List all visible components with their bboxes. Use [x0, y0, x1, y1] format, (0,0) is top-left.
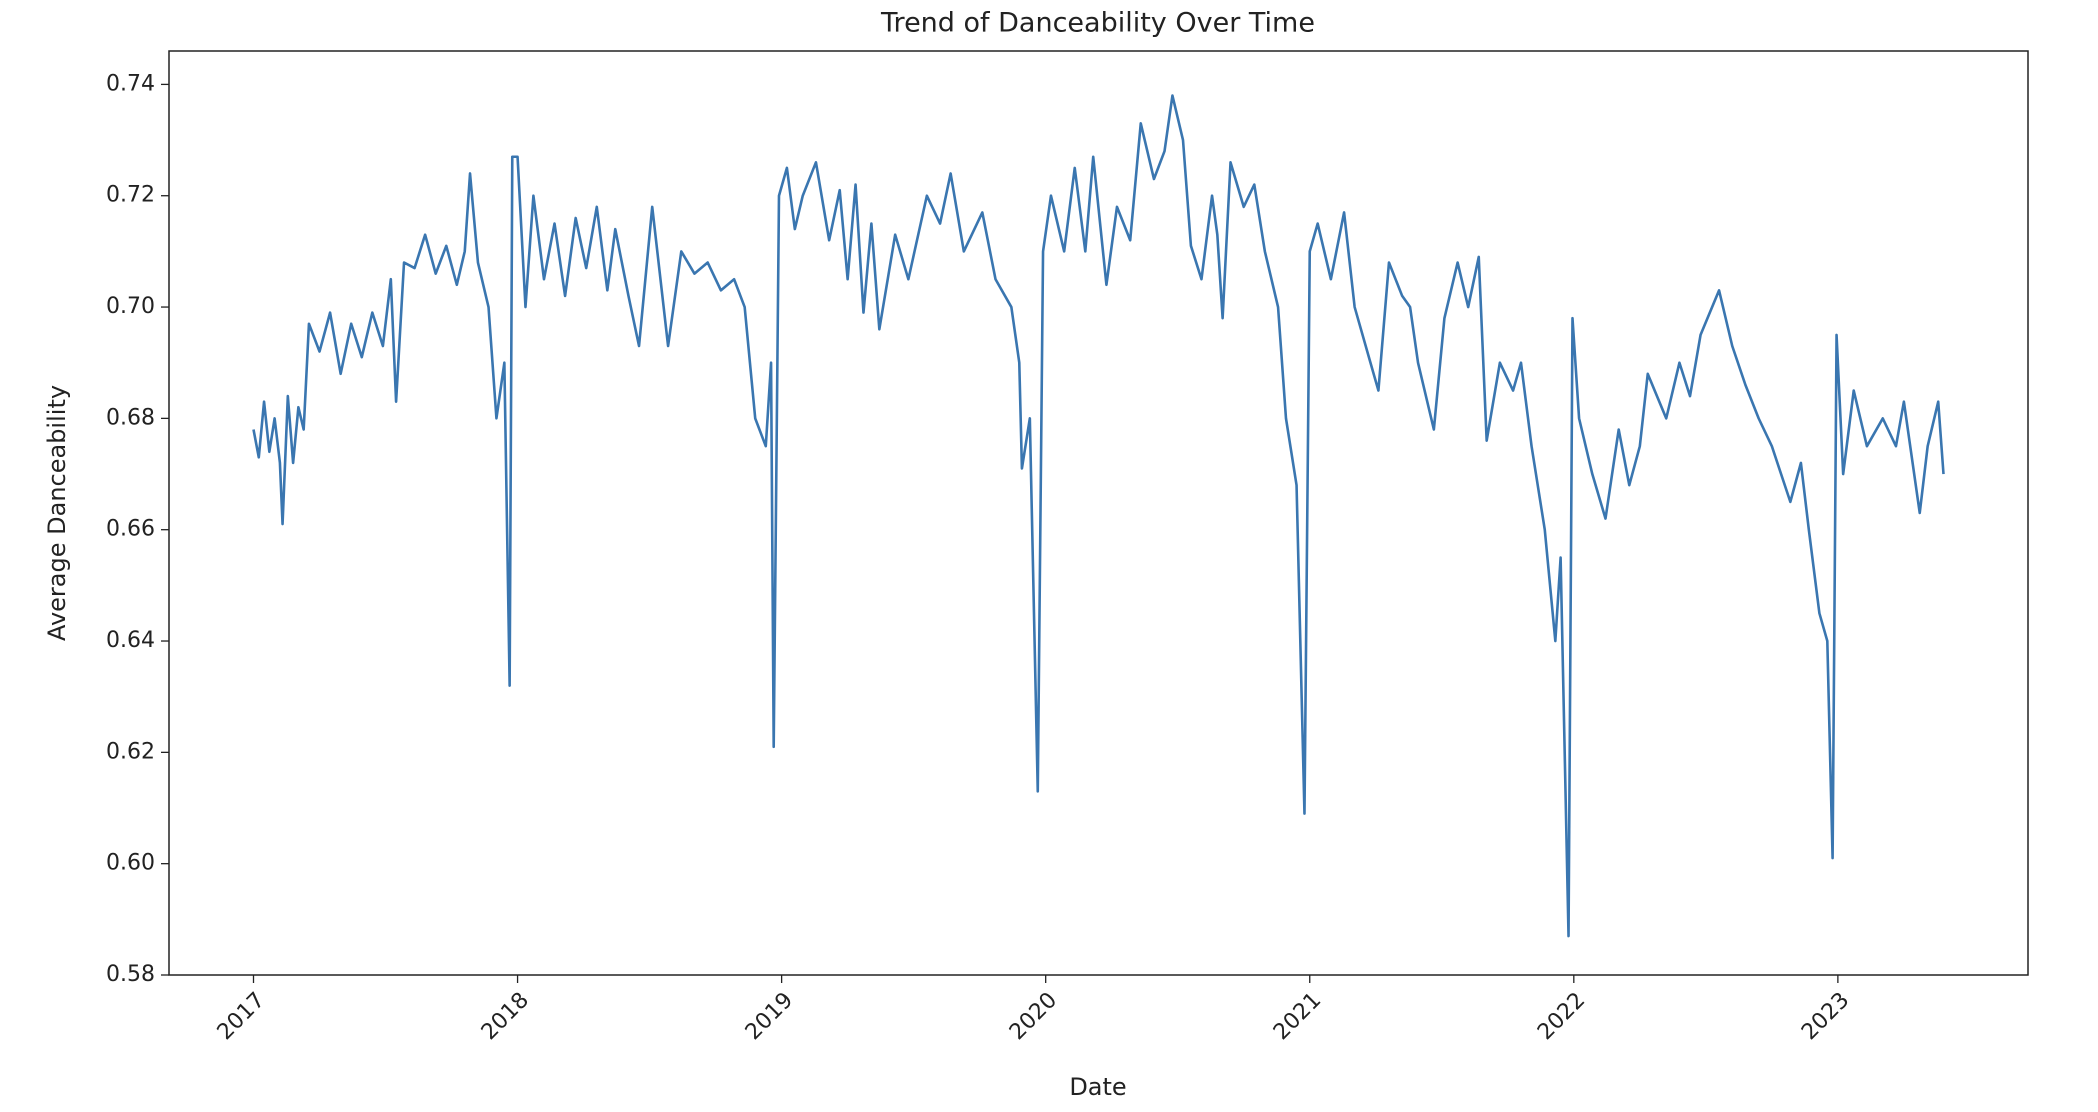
y-tick-label: 0.68: [106, 405, 155, 430]
x-axis-label: Date: [1069, 1073, 1126, 1101]
y-tick-label: 0.58: [106, 962, 155, 987]
y-tick-label: 0.60: [106, 851, 155, 876]
y-tick-label: 0.66: [106, 517, 155, 542]
y-tick-label: 0.70: [106, 294, 155, 319]
y-axis-label: Average Danceability: [43, 385, 71, 641]
data-line: [252, 94, 1945, 938]
plot-frame: [168, 50, 2029, 976]
y-tick-label: 0.62: [106, 739, 155, 764]
y-tick-label: 0.74: [106, 71, 155, 96]
y-tick-label: 0.72: [106, 183, 155, 208]
chart-title: Trend of Danceability Over Time: [880, 8, 1315, 39]
y-tick-label: 0.64: [106, 628, 155, 653]
